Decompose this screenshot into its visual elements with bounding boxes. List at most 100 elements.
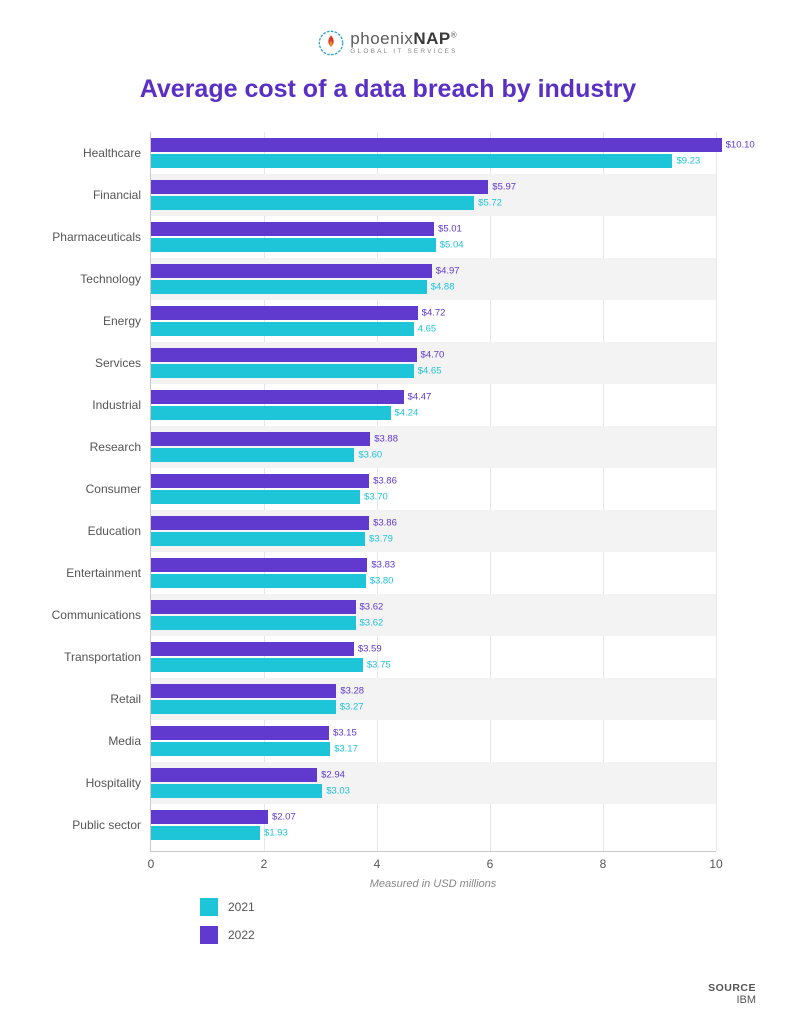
bar-2021: $4.88 bbox=[151, 280, 427, 294]
category-label: Hospitality bbox=[86, 776, 151, 790]
chart-row: Education$3.86$3.79 bbox=[151, 510, 716, 552]
bar-2021: $9.23 bbox=[151, 154, 672, 168]
legend-item: 2021 bbox=[200, 898, 756, 916]
bar-2021: 4.65 bbox=[151, 322, 414, 336]
legend-item: 2022 bbox=[200, 926, 756, 944]
chart-row: Healthcare$10.10$9.23 bbox=[151, 132, 716, 174]
bar-value-label: $3.15 bbox=[329, 728, 357, 739]
chart-row: Research$3.88$3.60 bbox=[151, 426, 716, 468]
x-tick-label: 10 bbox=[709, 851, 722, 871]
bar-2022: $3.28 bbox=[151, 684, 336, 698]
legend-label: 2021 bbox=[228, 900, 255, 914]
bar-value-label: $3.62 bbox=[356, 618, 384, 629]
category-label: Consumer bbox=[86, 482, 151, 496]
chart-area: 0246810Healthcare$10.10$9.23Financial$5.… bbox=[150, 132, 716, 882]
bar-value-label: $3.60 bbox=[354, 450, 382, 461]
bar-2022: $3.62 bbox=[151, 600, 356, 614]
category-label: Communications bbox=[52, 608, 151, 622]
x-tick-label: 6 bbox=[487, 851, 494, 871]
category-label: Healthcare bbox=[83, 146, 151, 160]
bar-value-label: $4.88 bbox=[427, 282, 455, 293]
bar-2022: $3.86 bbox=[151, 474, 369, 488]
bar-2021: $4.24 bbox=[151, 406, 391, 420]
category-label: Financial bbox=[93, 188, 151, 202]
bar-value-label: $3.83 bbox=[367, 560, 395, 571]
bar-2021: $3.80 bbox=[151, 574, 366, 588]
bar-value-label: $3.79 bbox=[365, 534, 393, 545]
bar-2021: $5.72 bbox=[151, 196, 474, 210]
chart-row: Pharmaceuticals$5.01$5.04 bbox=[151, 216, 716, 258]
bar-value-label: $4.97 bbox=[432, 266, 460, 277]
category-label: Retail bbox=[110, 692, 151, 706]
chart-row: Hospitality$2.94$3.03 bbox=[151, 762, 716, 804]
x-tick-label: 4 bbox=[374, 851, 381, 871]
legend-label: 2022 bbox=[228, 928, 255, 942]
bar-2021: $3.17 bbox=[151, 742, 330, 756]
logo: phoenixNAP® GLOBAL IT SERVICES bbox=[318, 30, 457, 56]
bar-value-label: $3.03 bbox=[322, 786, 350, 797]
x-tick-label: 2 bbox=[261, 851, 268, 871]
bar-2021: $3.03 bbox=[151, 784, 322, 798]
x-tick-label: 8 bbox=[600, 851, 607, 871]
category-label: Services bbox=[95, 356, 151, 370]
bar-value-label: $3.62 bbox=[356, 602, 384, 613]
phoenix-icon bbox=[318, 30, 344, 56]
bar-value-label: $1.93 bbox=[260, 828, 288, 839]
category-label: Pharmaceuticals bbox=[52, 230, 151, 244]
legend: 2021 2022 bbox=[200, 898, 756, 944]
category-label: Energy bbox=[103, 314, 151, 328]
bar-2021: $3.75 bbox=[151, 658, 363, 672]
bar-2022: $4.47 bbox=[151, 390, 404, 404]
bar-value-label: $4.72 bbox=[418, 308, 446, 319]
x-axis-label: Measured in USD millions bbox=[150, 878, 716, 890]
gridline bbox=[716, 132, 717, 851]
bar-value-label: $10.10 bbox=[722, 140, 755, 151]
bar-value-label: $3.28 bbox=[336, 686, 364, 697]
bar-2022: $3.83 bbox=[151, 558, 367, 572]
chart-row: Services$4.70$4.65 bbox=[151, 342, 716, 384]
bar-value-label: $3.27 bbox=[336, 702, 364, 713]
x-tick-label: 0 bbox=[148, 851, 155, 871]
chart-row: Energy$4.724.65 bbox=[151, 300, 716, 342]
chart-row: Consumer$3.86$3.70 bbox=[151, 468, 716, 510]
chart-row: Industrial$4.47$4.24 bbox=[151, 384, 716, 426]
bar-2021: $3.60 bbox=[151, 448, 354, 462]
bar-2022: $4.97 bbox=[151, 264, 432, 278]
bar-2022: $5.01 bbox=[151, 222, 434, 236]
category-label: Transportation bbox=[64, 650, 151, 664]
bar-value-label: $5.04 bbox=[436, 240, 464, 251]
bar-value-label: $5.97 bbox=[488, 182, 516, 193]
bar-value-label: $4.47 bbox=[404, 392, 432, 403]
bar-value-label: $9.23 bbox=[672, 156, 700, 167]
bar-2021: $5.04 bbox=[151, 238, 436, 252]
plot-area: 0246810Healthcare$10.10$9.23Financial$5.… bbox=[150, 132, 716, 852]
category-label: Entertainment bbox=[66, 566, 151, 580]
chart-title: Average cost of a data breach by industr… bbox=[20, 75, 756, 104]
chart-row: Financial$5.97$5.72 bbox=[151, 174, 716, 216]
logo-text-main: phoenixNAP® bbox=[350, 30, 457, 47]
chart-row: Retail$3.28$3.27 bbox=[151, 678, 716, 720]
bar-value-label: $3.17 bbox=[330, 744, 358, 755]
category-label: Research bbox=[90, 440, 151, 454]
category-label: Technology bbox=[80, 272, 151, 286]
bar-2022: $3.88 bbox=[151, 432, 370, 446]
bar-value-label: $4.70 bbox=[417, 350, 445, 361]
bar-value-label: $3.88 bbox=[370, 434, 398, 445]
bar-2022: $2.94 bbox=[151, 768, 317, 782]
bar-value-label: $3.86 bbox=[369, 476, 397, 487]
logo-prefix: phoenix bbox=[350, 29, 413, 48]
bar-2021: $4.65 bbox=[151, 364, 414, 378]
logo-trademark: ® bbox=[451, 31, 457, 40]
bar-value-label: $4.65 bbox=[414, 366, 442, 377]
category-label: Education bbox=[88, 524, 151, 538]
bar-2022: $5.97 bbox=[151, 180, 488, 194]
bar-value-label: $3.59 bbox=[354, 644, 382, 655]
category-label: Media bbox=[108, 734, 151, 748]
logo-block: phoenixNAP® GLOBAL IT SERVICES bbox=[20, 30, 756, 61]
bar-value-label: $3.80 bbox=[366, 576, 394, 587]
bar-value-label: $5.01 bbox=[434, 224, 462, 235]
bar-value-label: $2.94 bbox=[317, 770, 345, 781]
bar-value-label: $4.24 bbox=[391, 408, 419, 419]
source-label: SOURCE bbox=[708, 982, 756, 994]
legend-swatch bbox=[200, 926, 218, 944]
